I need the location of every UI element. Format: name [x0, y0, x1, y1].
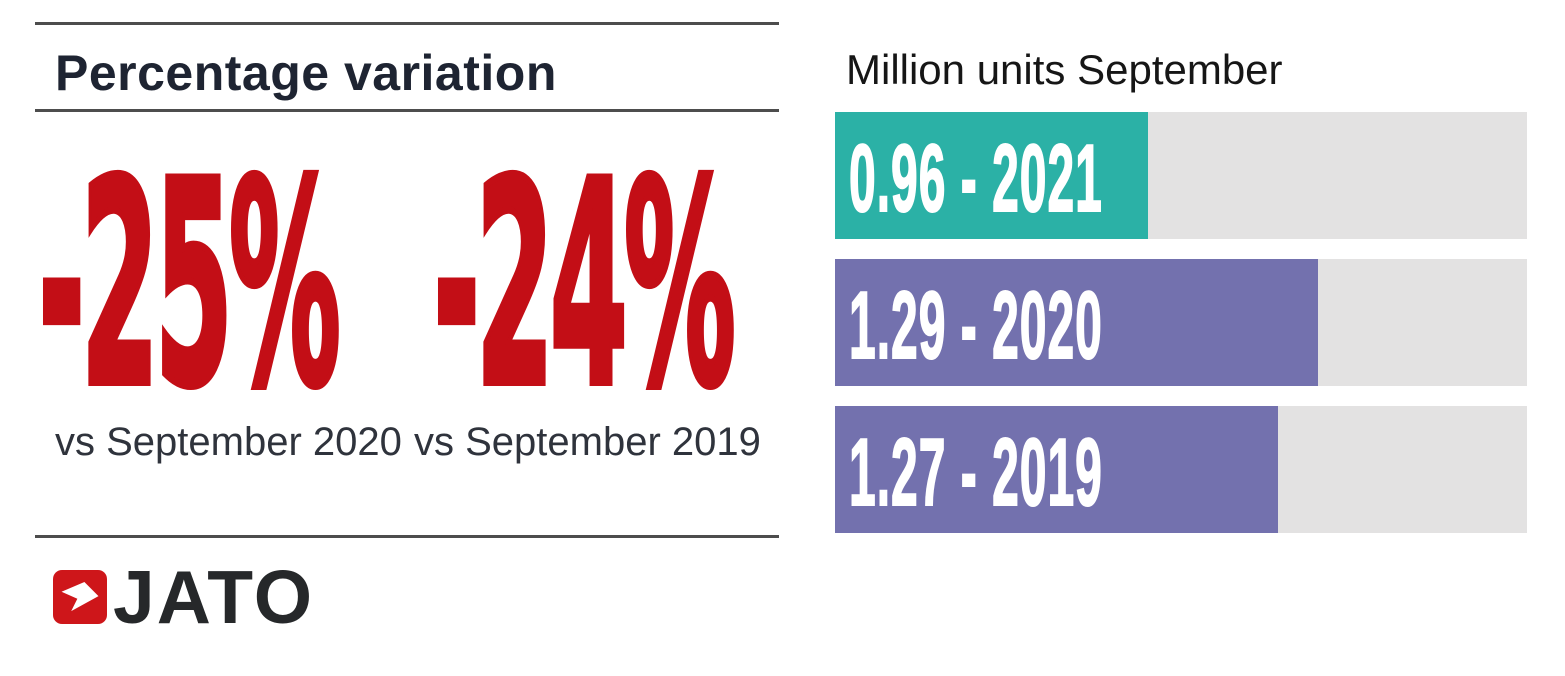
divider-under-title	[35, 109, 779, 112]
bar-fill-2021: 0.96 - 2021	[835, 112, 1148, 239]
bar-label-2020: 1.29 - 2020	[849, 271, 1103, 379]
stat-vs-2020: -25%	[28, 142, 348, 431]
bar-row-2021: 0.96 - 2021	[835, 112, 1527, 239]
divider-top	[35, 22, 779, 25]
stat-label-2019: vs September 2019	[414, 420, 761, 464]
page-title: Percentage variation	[55, 45, 557, 101]
bar-row-2019: 1.27 - 2019	[835, 406, 1527, 533]
bar-fill-2019: 1.27 - 2019	[835, 406, 1278, 533]
bar-label-2019: 1.27 - 2019	[849, 418, 1103, 526]
stat-vs-2019: -24%	[418, 142, 748, 431]
jato-logo: JATO	[53, 559, 314, 634]
stat-label-2020: vs September 2020	[55, 420, 402, 464]
divider-bottom	[35, 535, 779, 538]
stat-value-2019: -24%	[432, 123, 737, 450]
jato-arrow-icon	[53, 570, 107, 624]
jato-wordmark: JATO	[113, 554, 315, 639]
stat-value-2020: -25%	[37, 123, 342, 450]
bar-row-2020: 1.29 - 2020	[835, 259, 1527, 386]
bar-fill-2020: 1.29 - 2020	[835, 259, 1319, 386]
bar-label-2021: 0.96 - 2021	[849, 124, 1103, 232]
chart-title: Million units September	[846, 46, 1283, 93]
